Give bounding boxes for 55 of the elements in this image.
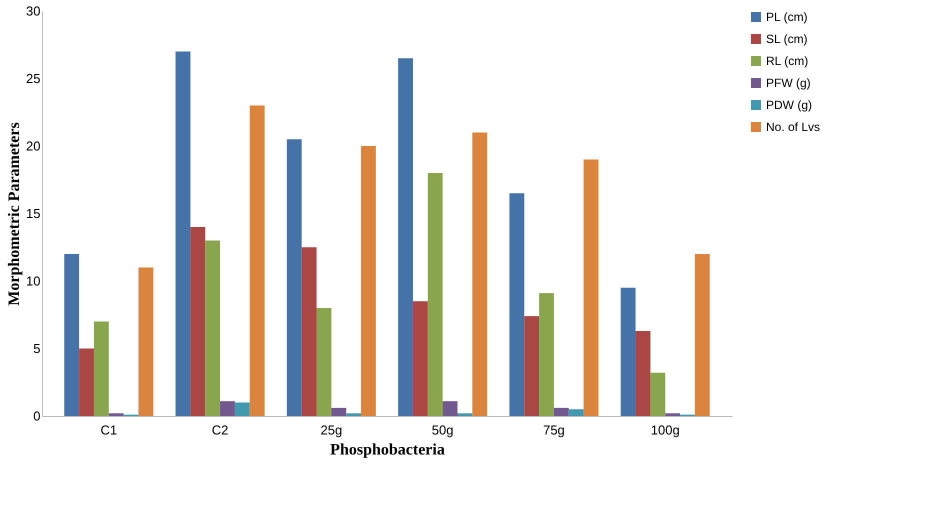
bar [457,413,472,416]
bar [442,401,458,416]
bar [331,408,346,416]
bar [64,254,80,416]
y-tick-label: 30 [26,4,40,18]
x-tick-label: 25g [320,422,342,438]
bar [650,372,666,416]
legend-label: PL (cm) [766,10,808,24]
x-tick-label: C1 [100,422,118,438]
bar [108,413,124,416]
bar [138,268,154,416]
y-tick-label: 0 [33,408,40,424]
legend-label: No. of Lvs [766,120,820,134]
x-tick-label: 75g [543,422,565,438]
bar [346,413,362,416]
bar [554,408,569,416]
y-tick-label: 25 [26,71,40,86]
x-tick-label: C2 [212,422,228,438]
y-tick-label: 10 [26,274,40,288]
bar [428,173,443,416]
bar [472,132,488,416]
bar [412,301,428,416]
y-tick-label: 20 [26,138,40,154]
bar [205,240,220,416]
legend-label: PFW (g) [766,76,811,90]
bar [509,193,524,416]
y-tick-label: 15 [26,206,40,221]
bar [302,247,317,416]
bar [694,254,710,416]
bar [234,402,250,416]
bar [361,146,376,416]
bar [524,316,540,416]
bar [220,401,235,416]
legend-label: SL (cm) [766,32,808,46]
bar [620,288,636,416]
y-tick-label: 5 [33,341,40,356]
bar [286,139,302,416]
x-tick-label: 100g [650,422,680,438]
bar [665,413,680,416]
bar [79,348,94,416]
bar [250,106,265,416]
y-axis-title: Morphometric Parameters [6,122,24,306]
bar [316,308,332,416]
bar [539,293,554,416]
bar [568,409,584,416]
x-axis-title: Phosphobacteria [330,442,445,458]
bar [636,330,650,416]
bar [584,160,598,416]
bar [398,58,413,416]
bar [176,52,190,416]
bar [94,322,109,416]
x-tick-label: 50g [432,422,454,438]
bar [190,227,206,416]
legend-label: PDW (g) [766,98,812,112]
legend-label: RL (cm) [766,54,808,68]
